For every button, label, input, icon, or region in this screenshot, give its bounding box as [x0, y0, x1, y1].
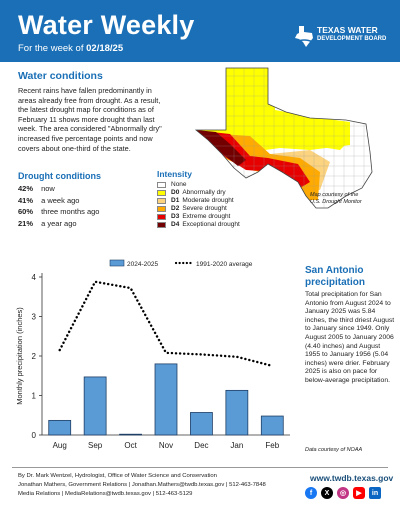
- intensity-swatch: [157, 198, 166, 204]
- y-axis-label: Monthly precipitation (inches): [15, 307, 24, 405]
- x-tick-label: Feb: [265, 441, 279, 450]
- drought-value: 42%: [18, 184, 34, 193]
- san-antonio-title-line1: San Antonio: [305, 265, 364, 276]
- bar-jan: [225, 389, 249, 436]
- drought-item-now: 42% now: [18, 183, 99, 195]
- bar-oct: [119, 433, 142, 436]
- intensity-swatch: [157, 182, 166, 188]
- x-tick-label: Sep: [88, 441, 103, 450]
- youtube-icon[interactable]: ▶: [353, 487, 365, 499]
- bar-dec: [190, 412, 213, 436]
- website-link[interactable]: www.twdb.texas.gov: [310, 473, 394, 483]
- header-banner: Water Weekly For the week of 02/18/25 TE…: [0, 0, 400, 62]
- san-antonio-title: San Antonio precipitation: [305, 265, 365, 289]
- drought-conditions-list: 42% now 41% a week ago 60% three months …: [18, 183, 99, 229]
- san-antonio-text: Total precipitation for San Antonio from…: [305, 291, 395, 384]
- texas-drought-map: [195, 67, 373, 209]
- intensity-label: Abnormally dry: [182, 189, 226, 196]
- drought-label: now: [41, 184, 55, 193]
- intensity-label: Exceptional drought: [182, 221, 240, 228]
- intensity-label: Severe drought: [182, 205, 227, 212]
- intensity-code: D4: [171, 221, 180, 228]
- x-icon[interactable]: X: [321, 487, 333, 499]
- intensity-item-d1: D1 Moderate drought: [157, 197, 240, 205]
- legend-bar-label: 2024-2025: [127, 261, 158, 268]
- average-line: [58, 280, 274, 368]
- drought-value: 60%: [18, 207, 34, 217]
- intensity-title: Intensity: [157, 169, 192, 179]
- intensity-item-d3: D3 Extreme drought: [157, 213, 240, 221]
- x-tick-label: Jan: [230, 441, 243, 450]
- noaa-note: Data courtesy of NOAA: [305, 447, 363, 453]
- water-conditions-title: Water conditions: [18, 70, 103, 82]
- intensity-label: None: [171, 181, 187, 188]
- week-date: 02/18/25: [86, 43, 124, 54]
- map-courtesy-line2: U.S. Drought Monitor: [310, 199, 362, 205]
- bar-nov: [154, 363, 178, 436]
- drought-label: a week ago: [41, 195, 80, 205]
- x-tick-label: Nov: [159, 441, 173, 450]
- facebook-icon[interactable]: f: [305, 487, 317, 499]
- y-tick-label: 1: [32, 392, 37, 401]
- drought-conditions-title: Drought conditions: [18, 171, 101, 181]
- map-courtesy-line1: Map courtesy of the: [310, 192, 359, 198]
- newsletter-title: Water Weekly: [18, 10, 195, 40]
- contact-media[interactable]: Media Relations | MediaRelations@twdb.te…: [18, 491, 193, 497]
- twdb-logo: TEXAS WATER DEVELOPMENT BOARD: [293, 24, 389, 50]
- author-line: By Dr. Mark Wentzel, Hydrologist, Office…: [18, 473, 217, 479]
- logo-line1: TEXAS WATER: [317, 25, 378, 35]
- intensity-swatch: [157, 214, 166, 220]
- intensity-swatch: [157, 190, 166, 196]
- drought-item-3mo: 60% three months ago: [18, 206, 99, 218]
- bar-feb: [260, 415, 284, 436]
- intensity-swatch: [157, 206, 166, 212]
- week-line: For the week of 02/18/25: [18, 43, 123, 54]
- x-tick-label: Oct: [124, 441, 137, 450]
- intensity-item-d4: D4 Exceptional drought: [157, 221, 240, 229]
- legend-bar-swatch: [109, 259, 125, 267]
- intensity-item-d2: D2 Severe drought: [157, 205, 240, 213]
- linkedin-icon[interactable]: in: [369, 487, 381, 499]
- legend-line-label: 1991-2020 average: [196, 261, 253, 268]
- intensity-swatch: [157, 222, 166, 228]
- map-courtesy: Map courtesy of the U.S. Drought Monitor: [310, 192, 395, 206]
- week-prefix: For the week of: [18, 43, 87, 54]
- bar-aug: [48, 419, 72, 436]
- intensity-code: D3: [171, 213, 180, 220]
- logo-line2: DEVELOPMENT BOARD: [317, 36, 387, 42]
- drought-label: a year ago: [41, 218, 77, 228]
- drought-label: three months ago: [41, 207, 100, 217]
- intensity-item-d0: D0 Abnormally dry: [157, 189, 240, 197]
- social-icons: f X ◎ ▶ in: [305, 487, 381, 499]
- y-tick-label: 0: [32, 431, 37, 440]
- san-antonio-title-line2: precipitation: [305, 277, 366, 288]
- intensity-code: D0: [171, 189, 180, 196]
- drought-item-week: 41% a week ago: [18, 195, 99, 207]
- texas-logo-icon: [295, 26, 314, 47]
- contact-government[interactable]: Jonathan Mathers, Government Relations |…: [18, 482, 266, 488]
- intensity-item-none: None: [157, 181, 240, 189]
- intensity-code: D1: [171, 197, 180, 204]
- y-tick-label: 2: [32, 352, 37, 361]
- intensity-label: Moderate drought: [182, 197, 234, 204]
- intensity-label: Extreme drought: [182, 213, 231, 220]
- drought-value: 41%: [18, 195, 34, 205]
- drought-item-year: 21% a year ago: [18, 218, 99, 230]
- bar-sep: [83, 376, 107, 436]
- x-tick-label: Aug: [53, 441, 67, 450]
- precipitation-chart: 0 1 2 3 4 Monthly precipitation (inches) Aug Se…: [12, 255, 295, 455]
- water-conditions-text: Recent rains have fallen predominantly i…: [18, 86, 162, 153]
- y-tick-label: 3: [32, 313, 37, 322]
- footer-divider: [12, 467, 388, 468]
- drought-value: 21%: [18, 218, 34, 228]
- x-tick-label: Dec: [194, 441, 208, 450]
- intensity-legend: None D0 Abnormally dry D1 Moderate droug…: [157, 181, 240, 229]
- instagram-icon[interactable]: ◎: [337, 487, 349, 499]
- intensity-code: D2: [171, 205, 180, 212]
- y-tick-label: 4: [32, 273, 37, 282]
- precipitation-chart-svg: 0 1 2 3 4 Monthly precipitation (inches) Aug Se…: [15, 259, 290, 450]
